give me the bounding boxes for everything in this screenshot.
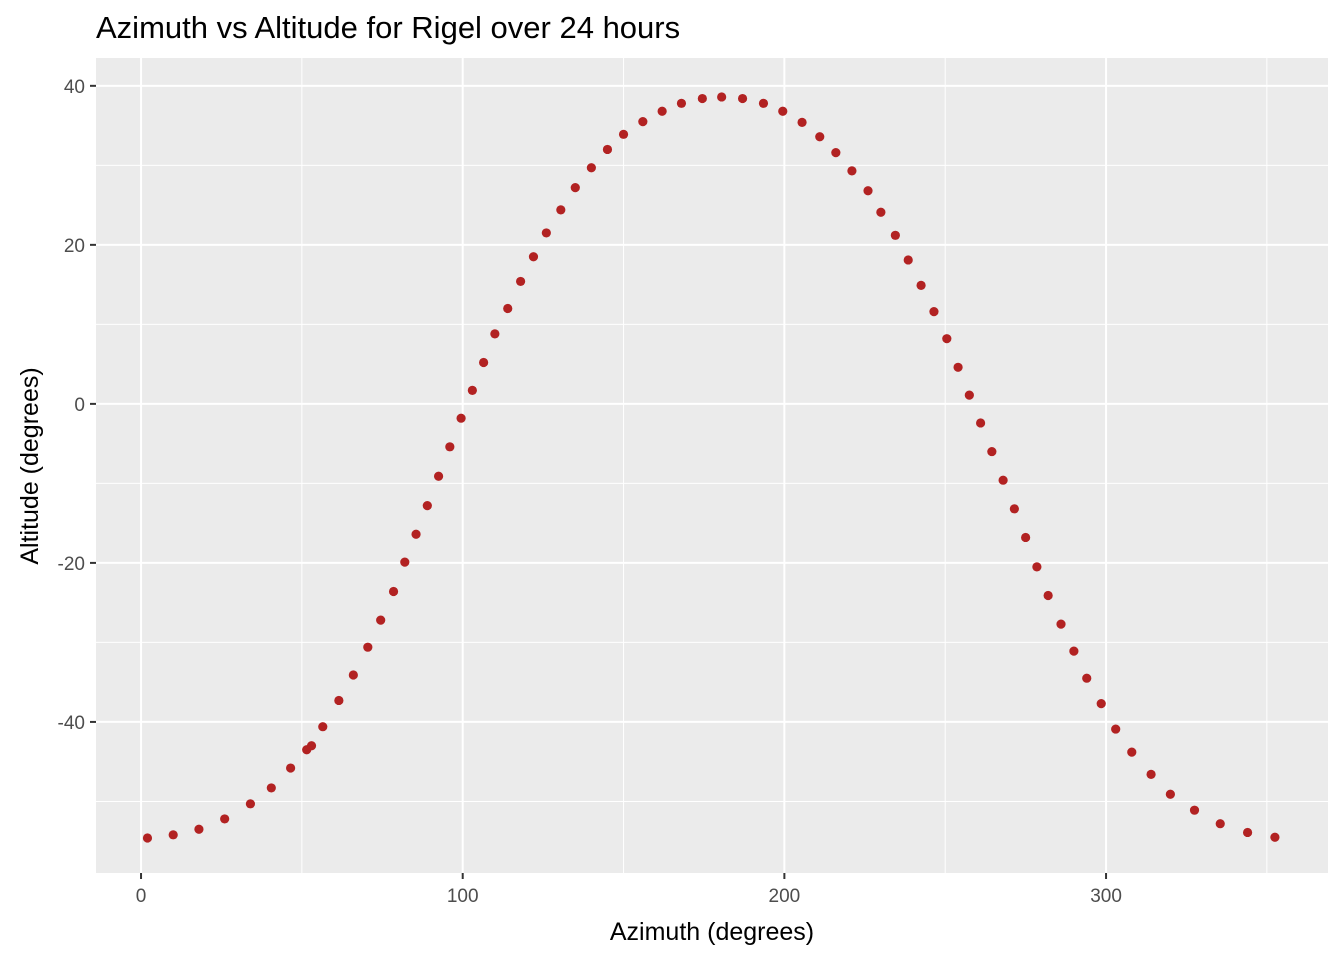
data-point xyxy=(1270,832,1280,842)
data-point xyxy=(847,166,857,176)
data-point xyxy=(286,763,296,773)
grid-minor xyxy=(96,58,1328,873)
data-point xyxy=(334,695,344,706)
data-point xyxy=(266,783,276,793)
data-point xyxy=(1165,789,1175,799)
data-point xyxy=(363,642,373,652)
data-point xyxy=(1082,673,1092,683)
data-point xyxy=(570,183,580,193)
data-point xyxy=(586,163,596,173)
y-tick-label: -40 xyxy=(58,713,85,734)
data-point xyxy=(556,205,566,215)
data-point xyxy=(657,106,667,116)
data-point xyxy=(456,413,466,423)
x-tick-label: 300 xyxy=(1090,886,1122,907)
data-point xyxy=(1043,590,1053,601)
data-point xyxy=(479,357,489,368)
data-point xyxy=(376,615,386,625)
data-point xyxy=(528,252,539,262)
data-point xyxy=(400,557,410,567)
data-point xyxy=(1242,827,1253,838)
data-point xyxy=(929,307,939,317)
data-point xyxy=(1111,724,1121,734)
data-point xyxy=(863,186,873,196)
data-point xyxy=(1069,646,1079,656)
data-point xyxy=(348,670,358,680)
data-point xyxy=(831,148,841,158)
data-point xyxy=(618,129,629,139)
data-point xyxy=(737,93,748,104)
y-axis-title: Altitude (degrees) xyxy=(16,367,44,564)
data-point xyxy=(876,207,886,217)
data-point xyxy=(998,475,1008,485)
y-tick-label: 0 xyxy=(74,395,85,416)
data-point xyxy=(503,303,513,314)
data-point xyxy=(975,418,986,428)
data-point xyxy=(411,529,421,539)
data-point xyxy=(1127,747,1137,757)
data-point xyxy=(1021,532,1031,543)
data-point xyxy=(516,276,526,287)
tick-labels: 0 100 200 300 -40 -20 0 20 40 xyxy=(58,77,1122,907)
x-axis-title: Azimuth (degrees) xyxy=(610,918,814,946)
data-point xyxy=(306,741,317,751)
data-point xyxy=(1056,619,1066,629)
data-point xyxy=(194,824,204,834)
data-point xyxy=(602,144,613,155)
y-tick-label: 40 xyxy=(64,77,85,98)
data-point xyxy=(445,442,455,452)
data-point xyxy=(388,586,399,597)
data-point xyxy=(467,385,477,395)
y-tick-label: 20 xyxy=(64,236,85,257)
data-point xyxy=(168,830,178,840)
data-point xyxy=(541,228,551,238)
data-points xyxy=(142,92,1280,843)
data-point xyxy=(1189,805,1200,815)
data-point xyxy=(490,329,500,339)
data-point xyxy=(220,814,230,824)
data-point xyxy=(433,471,444,481)
data-point xyxy=(717,92,727,102)
data-point xyxy=(1146,769,1156,780)
data-point xyxy=(758,98,769,108)
x-tick-label: 0 xyxy=(136,886,147,907)
data-point xyxy=(318,722,328,732)
x-tick-label: 200 xyxy=(769,886,801,907)
data-point xyxy=(953,362,963,372)
data-point xyxy=(987,446,997,457)
data-point xyxy=(638,117,648,127)
data-point xyxy=(916,280,926,291)
data-point xyxy=(1215,819,1225,829)
data-point xyxy=(903,255,913,265)
grid-major xyxy=(96,58,1328,873)
chart-title: Azimuth vs Altitude for Rigel over 24 ho… xyxy=(96,10,681,45)
data-point xyxy=(815,132,825,142)
plot-panel xyxy=(96,58,1328,873)
data-point xyxy=(697,93,707,104)
data-point xyxy=(1032,562,1042,572)
axis-ticks xyxy=(90,84,1108,879)
data-point xyxy=(942,334,952,344)
data-point xyxy=(142,833,153,843)
data-point xyxy=(245,799,256,809)
data-point xyxy=(422,501,432,511)
data-point xyxy=(1096,699,1106,709)
data-point xyxy=(676,98,687,108)
y-tick-label: -20 xyxy=(58,554,85,575)
data-point xyxy=(1009,504,1019,514)
data-point xyxy=(778,106,788,116)
data-point xyxy=(890,230,900,240)
data-point xyxy=(797,117,807,128)
x-tick-label: 100 xyxy=(447,886,479,907)
data-point xyxy=(964,390,974,400)
